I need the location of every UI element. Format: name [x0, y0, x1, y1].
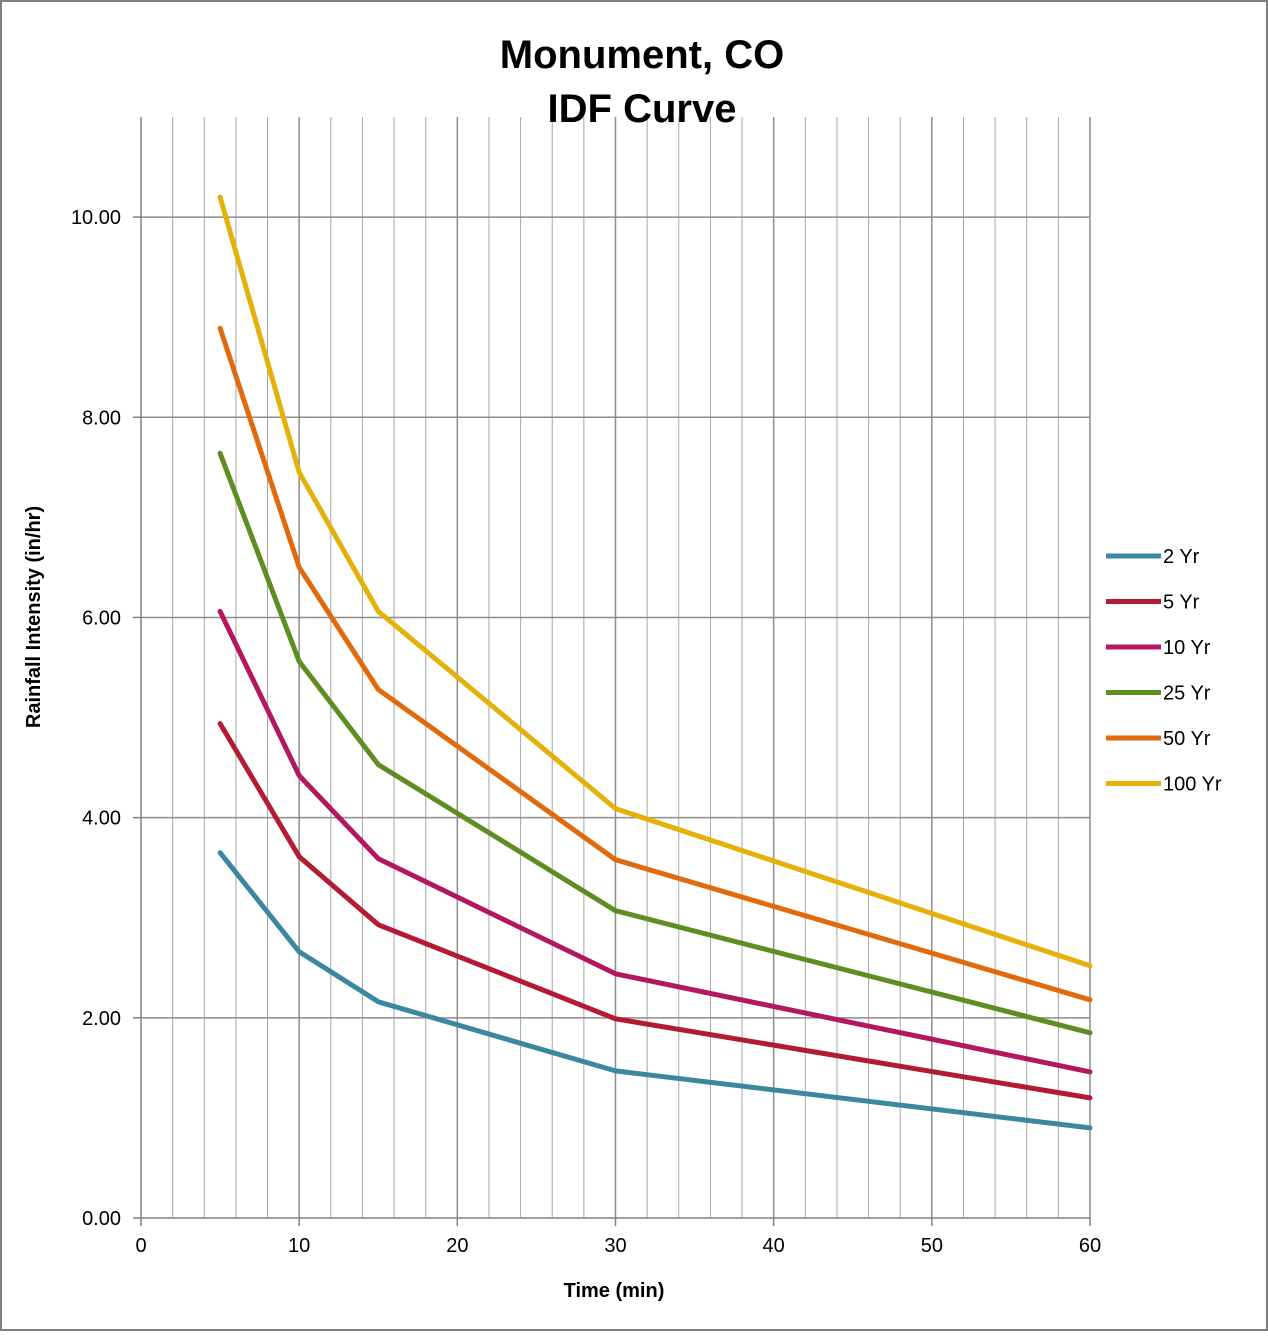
legend-item: 2 Yr	[1106, 546, 1200, 568]
legend-label: 2 Yr	[1163, 546, 1200, 568]
y-tick-label: 10.00	[71, 207, 121, 229]
legend-item: 10 Yr	[1106, 637, 1211, 659]
series-line-100-yr	[217, 194, 1093, 969]
x-tick-label: 40	[763, 1235, 785, 1257]
chart-subtitle: IDF Curve	[548, 87, 737, 131]
legend: 2 Yr 5 Yr 10 Yr 25 Yr 50 Yr 100 Yr	[1106, 546, 1222, 796]
legend-item: 100 Yr	[1106, 774, 1222, 796]
y-tick-label: 4.00	[82, 808, 121, 830]
y-tick-label: 0.00	[82, 1208, 121, 1230]
tick-labels: 0 10 20 30 40 50 60 0.00 2.00 4.00 6.00 8.00 10.00	[71, 207, 1101, 1257]
series-line-2-yr	[217, 850, 1093, 1131]
series-line-10-yr	[217, 608, 1093, 1075]
x-tick-label: 10	[288, 1235, 310, 1257]
series-lines	[217, 194, 1093, 1131]
series-line-5-yr	[217, 721, 1093, 1101]
legend-label: 5 Yr	[1163, 592, 1200, 614]
legend-item: 25 Yr	[1106, 683, 1211, 705]
legend-label: 10 Yr	[1163, 637, 1211, 659]
x-tick-label: 0	[135, 1235, 146, 1257]
y-tick-label: 2.00	[82, 1008, 121, 1030]
x-axis-title: Time (min)	[564, 1280, 665, 1302]
legend-item: 50 Yr	[1106, 728, 1211, 750]
x-tick-label: 20	[446, 1235, 468, 1257]
series-line-50-yr	[217, 325, 1093, 1003]
chart-title: Monument, CO	[500, 33, 784, 77]
x-tick-label: 60	[1079, 1235, 1101, 1257]
legend-label: 100 Yr	[1163, 774, 1222, 796]
x-tick-label: 50	[921, 1235, 943, 1257]
series-line-25-yr	[217, 450, 1093, 1036]
legend-item: 5 Yr	[1106, 592, 1200, 614]
y-axis-title: Rainfall Intensity (in/hr)	[23, 506, 45, 728]
axes	[133, 117, 1091, 1226]
legend-label: 25 Yr	[1163, 683, 1211, 705]
y-tick-label: 8.00	[82, 407, 121, 429]
legend-label: 50 Yr	[1163, 728, 1211, 750]
y-tick-label: 6.00	[82, 607, 121, 629]
x-tick-label: 30	[604, 1235, 626, 1257]
